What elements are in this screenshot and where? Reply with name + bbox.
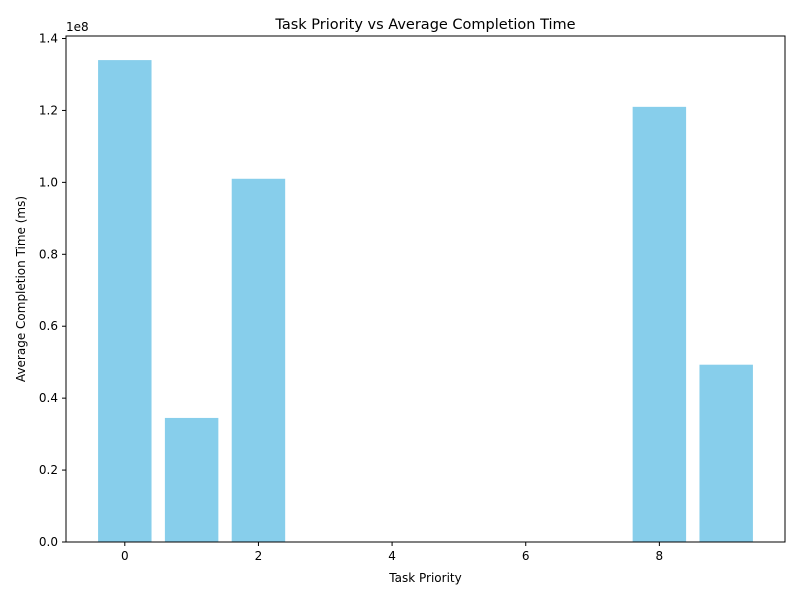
chart-title: Task Priority vs Average Completion Time	[274, 17, 575, 33]
y-tick-label: 0.8	[39, 247, 58, 261]
y-tick-label: 1.2	[39, 103, 58, 117]
bar-priority-0	[98, 60, 152, 542]
bar-priority-1	[164, 417, 219, 542]
x-tick-label: 8	[656, 549, 664, 563]
bar-priority-2	[231, 178, 286, 543]
x-tick-label: 2	[255, 549, 263, 563]
x-tick-label: 6	[522, 549, 530, 563]
y-tick-label: 0.4	[39, 391, 58, 405]
y-tick-label: 1.0	[39, 175, 58, 189]
x-axis-ticks: 0 2 4 6 8	[121, 542, 663, 563]
y-axis-scale-label: 1e8	[66, 20, 89, 34]
bars-group	[98, 60, 753, 543]
y-axis-ticks: 0.0 0.2 0.4 0.6 0.8 1.0 1.2 1.4	[39, 32, 66, 549]
plot-frame	[65, 35, 786, 543]
y-tick-label: 1.4	[39, 32, 58, 46]
bar-priority-9	[699, 364, 753, 542]
x-tick-label: 4	[388, 549, 396, 563]
x-tick-label: 0	[121, 549, 129, 563]
y-tick-label: 0.6	[39, 319, 58, 333]
y-tick-label: 0.2	[39, 463, 58, 477]
x-axis-label: Task Priority	[388, 571, 461, 585]
bar-priority-8	[632, 106, 687, 542]
y-axis-label: Average Completion Time (ms)	[14, 196, 28, 382]
y-tick-label: 0.0	[39, 535, 58, 549]
